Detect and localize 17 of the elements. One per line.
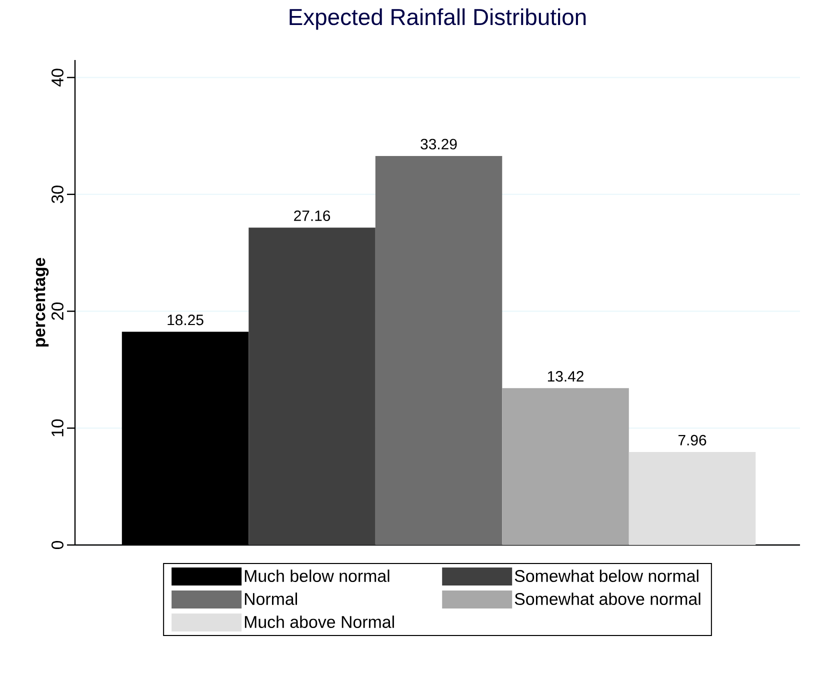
y-tick-label: 0 <box>51 540 64 550</box>
y-tick-label: 40 <box>51 68 64 87</box>
data-label: 18.25 <box>168 314 204 326</box>
legend-label: Somewhat below normal <box>514 570 698 582</box>
chart-title: Expected Rainfall Distribution <box>290 8 586 30</box>
data-label: 7.96 <box>678 434 706 446</box>
y-tick-label: 20 <box>51 302 64 320</box>
legend-label: Somewhat above normal <box>514 592 700 606</box>
y-axis-title: percentage <box>34 258 49 347</box>
y-tick-label: 10 <box>51 419 64 436</box>
legend-label: Much above Normal <box>244 616 394 628</box>
y-tick-label: 30 <box>51 186 64 204</box>
data-label: 13.42 <box>548 371 584 382</box>
data-label: 27.16 <box>294 210 330 222</box>
legend-label: Normal <box>244 592 297 606</box>
data-label: 33.29 <box>420 138 457 150</box>
legend-label: Much below normal <box>244 570 390 582</box>
